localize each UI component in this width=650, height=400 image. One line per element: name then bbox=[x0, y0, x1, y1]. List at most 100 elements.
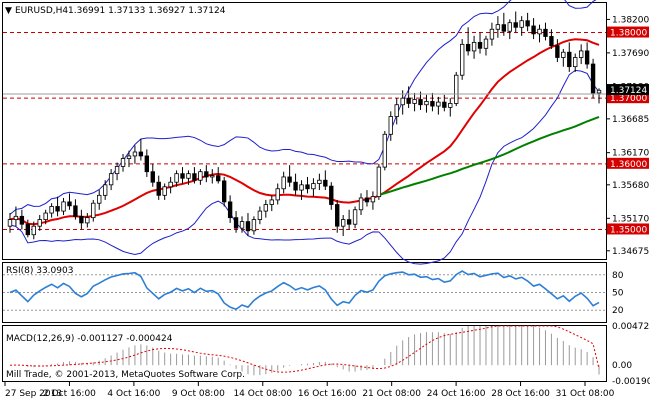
candle-body bbox=[340, 219, 346, 227]
candle-body bbox=[269, 199, 274, 205]
candle-body bbox=[388, 116, 393, 135]
candle-body bbox=[251, 219, 257, 232]
candle-body bbox=[97, 194, 102, 204]
candle-body bbox=[25, 223, 31, 236]
candle-body bbox=[406, 97, 411, 104]
bollinger-upper bbox=[9, 0, 597, 215]
candle-body bbox=[561, 51, 566, 58]
moving-averages bbox=[9, 38, 600, 226]
ohlc-label: 1.36991 1.37133 1.36927 1.37124 bbox=[68, 6, 226, 16]
candle-body bbox=[430, 101, 435, 107]
price-tick-label: 1.35170 bbox=[612, 214, 649, 224]
candle-body bbox=[102, 184, 108, 196]
candle-body bbox=[126, 155, 132, 159]
candle-body bbox=[519, 20, 524, 28]
time-tick-label: 16 Oct 16:00 bbox=[298, 389, 357, 399]
price-tick-label: 1.35680 bbox=[612, 181, 649, 191]
chart-menu-marker[interactable]: ▼ bbox=[5, 6, 12, 16]
candle-body bbox=[382, 133, 388, 168]
price-level-tag bbox=[607, 92, 649, 104]
candle-body bbox=[448, 103, 453, 108]
candle-body bbox=[144, 155, 150, 173]
current-price-tag-label: 1.37124 bbox=[610, 86, 647, 96]
price-tick-label: 1.34675 bbox=[612, 247, 649, 257]
price-tick-label: 1.36685 bbox=[612, 115, 649, 125]
candle-body bbox=[317, 179, 322, 184]
candle-body bbox=[311, 183, 316, 190]
candle-body bbox=[275, 188, 280, 201]
candle-body bbox=[584, 50, 590, 65]
candle-body bbox=[257, 210, 263, 221]
candle-body bbox=[495, 24, 501, 30]
candle-body bbox=[483, 38, 489, 49]
candle-body bbox=[567, 51, 572, 68]
price-level-tag-label: 1.36000 bbox=[610, 160, 647, 170]
price-level-tag bbox=[607, 223, 649, 235]
candle-body bbox=[352, 209, 358, 225]
candle-body bbox=[465, 43, 471, 52]
candle-body bbox=[168, 181, 173, 188]
price-level-tag bbox=[607, 157, 649, 169]
candle-body bbox=[19, 215, 25, 225]
price-tick-label: 1.37690 bbox=[612, 49, 649, 59]
candle-body bbox=[436, 101, 441, 107]
candle-body bbox=[31, 225, 36, 236]
candle-body bbox=[49, 206, 54, 214]
candle-body bbox=[376, 166, 382, 198]
candle-body bbox=[138, 151, 144, 157]
time-tick-label: 21 Oct 08:00 bbox=[362, 389, 421, 399]
rsi-line bbox=[9, 270, 600, 311]
price-tick-label: 1.36170 bbox=[612, 149, 649, 159]
macd-panel-frame bbox=[2, 325, 607, 382]
candle-body bbox=[245, 221, 251, 232]
candle-body bbox=[108, 173, 114, 186]
candle-body bbox=[180, 173, 185, 179]
candle-body bbox=[79, 215, 84, 224]
candle-body bbox=[543, 28, 548, 37]
candle-body bbox=[61, 201, 66, 212]
candle-body bbox=[120, 158, 126, 167]
macd-level-label: 0.00 bbox=[612, 361, 632, 371]
candle-body bbox=[549, 36, 554, 47]
candle-body bbox=[204, 171, 209, 178]
candle-body bbox=[364, 197, 370, 203]
candle-body bbox=[471, 41, 477, 52]
candle-body bbox=[174, 173, 179, 183]
price-level-tag-label: 1.38000 bbox=[610, 29, 647, 39]
candle-body bbox=[156, 181, 161, 196]
candle-body bbox=[442, 101, 447, 108]
bollinger-lower bbox=[9, 69, 600, 265]
candle-body bbox=[596, 89, 602, 94]
rsi-level-label: 20 bbox=[612, 306, 624, 316]
copyright-text: Mill Trade, © 2001-2013, MetaQuotes Soft… bbox=[6, 370, 245, 380]
candle-body bbox=[358, 197, 364, 211]
candle-body bbox=[293, 181, 298, 191]
candle-body bbox=[418, 99, 423, 106]
candle-body bbox=[210, 175, 215, 178]
time-tick-label: 31 Oct 08:00 bbox=[556, 389, 615, 399]
time-tick-label: 27 Sep 2013 bbox=[5, 389, 62, 399]
price-axis: 1.382001.376901.371801.366851.361701.356… bbox=[606, 15, 649, 257]
macd-level-label: 0.004723 bbox=[612, 322, 650, 332]
bollinger-bands bbox=[9, 0, 600, 265]
candle-body bbox=[114, 166, 120, 175]
candle-body bbox=[37, 219, 42, 227]
candle-body bbox=[454, 74, 459, 104]
rsi-panel-frame bbox=[2, 262, 607, 323]
price-level-tag bbox=[607, 26, 649, 38]
rsi-axis: 80 50 20 bbox=[612, 271, 624, 316]
candle-body bbox=[400, 97, 405, 106]
rsi-label: RSI(8) 33.0903 bbox=[6, 266, 73, 276]
candle-body bbox=[198, 171, 203, 181]
macd-signal-line bbox=[9, 325, 600, 373]
candle-body bbox=[227, 201, 233, 219]
candle-body bbox=[346, 219, 352, 225]
ma-green-line bbox=[378, 116, 600, 196]
time-tick-label: 28 Oct 16:00 bbox=[491, 389, 550, 399]
candle-body bbox=[239, 221, 245, 229]
candle-body bbox=[299, 184, 304, 191]
candlesticks bbox=[7, 11, 602, 240]
candle-body bbox=[91, 202, 96, 219]
candle-body bbox=[525, 20, 530, 27]
